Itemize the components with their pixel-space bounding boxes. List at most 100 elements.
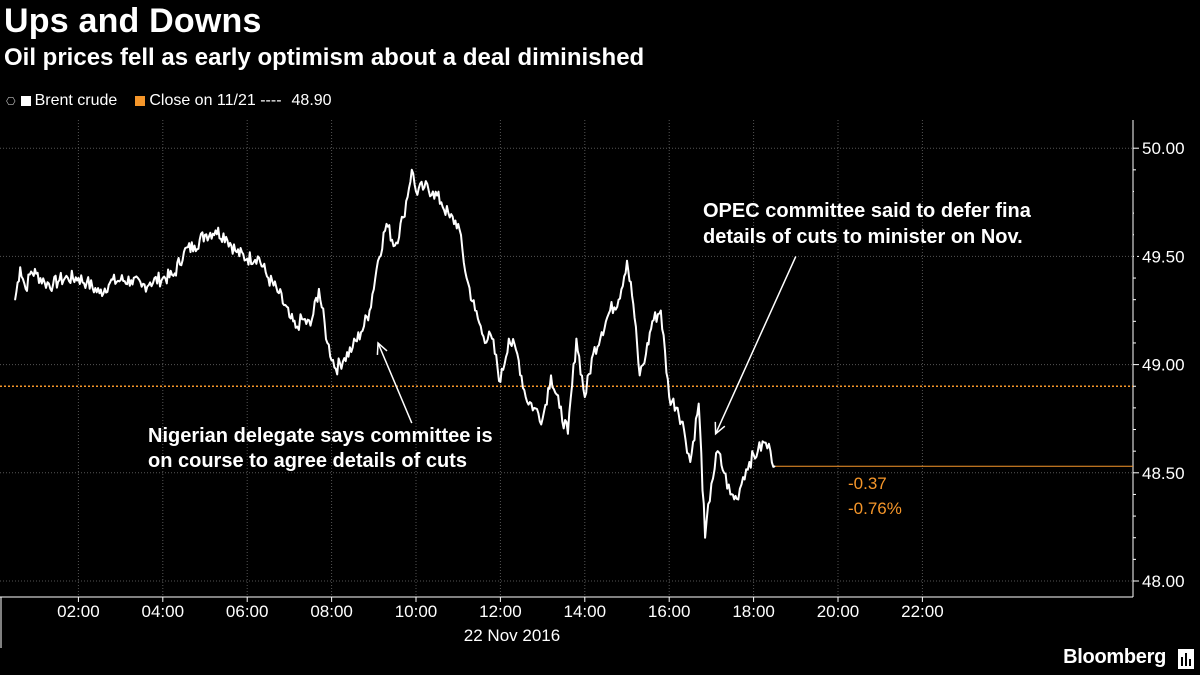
y-tick-label: 49.00 [1142,356,1185,375]
change-abs-label: -0.37 [848,474,887,493]
data-point-brent [651,320,654,323]
data-point-brent [235,251,238,253]
series-line-brent [14,168,776,539]
data-point-brent [149,281,151,284]
data-point-brent [415,190,417,193]
data-point-brent [683,428,685,431]
annotation-text: on course to agree details of cuts [148,450,467,472]
data-point-brent [385,223,388,225]
data-point-brent [193,244,196,247]
data-point-brent [533,407,535,409]
data-point-brent [600,331,603,333]
data-point-brent [24,288,27,290]
data-point-brent [499,381,502,383]
data-point-brent [757,450,759,452]
data-point-brent [432,190,434,193]
data-point-brent [278,292,280,294]
legend-label-close: Close on 11/21 ---- [149,92,282,109]
data-point-brent [609,309,611,312]
data-point-brent [214,229,217,232]
data-point-brent [301,318,303,320]
data-point-brent [723,472,725,474]
legend-swatch-brent [20,96,31,106]
data-point-brent [119,279,122,282]
x-tick-label: 22:00 [901,602,944,621]
data-point-brent [19,266,21,269]
data-point-brent [697,402,700,405]
data-point-brent [77,277,80,279]
data-point-brent [524,396,527,398]
data-point-brent [626,259,628,262]
x-tick-label: 12:00 [479,602,522,621]
data-point-brent [140,285,143,288]
y-tick-label: 49.50 [1142,247,1185,266]
data-point-brent [225,236,227,238]
candlestick-icon: ⎔ [6,95,16,108]
data-point-brent [465,277,468,279]
legend-label-brent: Brent crude [34,92,118,109]
annotation-arrow [714,256,797,435]
x-tick-label: 18:00 [732,602,775,621]
data-point-brent [735,497,738,500]
plot-edge-mask [1134,180,1137,260]
data-point-brent [742,476,744,478]
x-tick-label: 20:00 [817,602,860,621]
data-point-brent [482,335,485,338]
annotation-arrowhead [714,421,726,436]
x-tick-label: 14:00 [564,602,607,621]
data-point-brent [402,216,405,219]
data-point-brent [52,283,54,286]
data-point-brent [394,244,396,247]
data-point-brent [343,357,346,359]
y-tick-label: 48.50 [1142,464,1185,483]
data-point-brent [584,396,586,398]
chart-subtitle: Oil prices fell as early optimism about … [4,44,645,71]
legend: ⎔ Brent crude Close on 11/21 ---- 48.90 [6,92,332,110]
data-point-brent [43,281,46,284]
data-point-brent [109,281,111,284]
data-point-brent [689,461,692,463]
data-point-brent [204,233,206,236]
legend-item-close: Close on 11/21 ---- 48.90 [135,92,332,110]
data-point-brent [377,259,379,262]
x-tick-label: 10:00 [395,602,438,621]
data-point-brent [294,327,297,329]
data-point-brent [704,536,706,539]
data-point-brent [86,281,88,284]
data-point-brent [67,277,69,279]
data-point-brent [668,396,670,398]
chart-title: Ups and Downs [4,2,262,40]
data-point-brent [710,482,713,485]
x-tick-label: 02:00 [57,602,100,621]
data-point-brent [632,303,635,305]
data-point-brent [550,374,552,377]
data-point-brent [318,288,320,290]
x-tick-label: 04:00 [142,602,185,621]
data-point-brent [410,169,413,171]
x-tick-label: 16:00 [648,602,691,621]
data-point-brent [448,216,451,219]
data-point-brent [763,441,765,444]
data-point-brent [98,292,101,294]
data-point-brent [423,186,426,188]
y-tick-label: 48.00 [1142,572,1185,591]
date-label: 22 Nov 2016 [464,626,560,645]
data-point-brent [541,417,544,420]
data-point-brent [246,257,248,260]
data-point-brent [567,433,569,435]
data-point-brent [773,465,776,468]
data-point-brent [288,316,291,318]
data-point-brent [516,352,519,355]
legend-item-brent: ⎔ Brent crude [6,92,117,110]
y-tick-label: 50.00 [1142,139,1185,158]
data-point-brent [14,298,16,301]
legend-value-close: 48.90 [291,92,332,109]
legend-swatch-close [135,96,146,106]
annotation-text: OPEC committee said to defer fina [703,200,1032,222]
data-point-brent [645,352,647,355]
annotation-text: details of cuts to minister on Nov. [703,226,1023,248]
data-point-brent [457,223,460,225]
data-point-brent [748,461,751,463]
data-point-brent [335,368,337,370]
change-pct-label: -0.76% [848,499,902,518]
